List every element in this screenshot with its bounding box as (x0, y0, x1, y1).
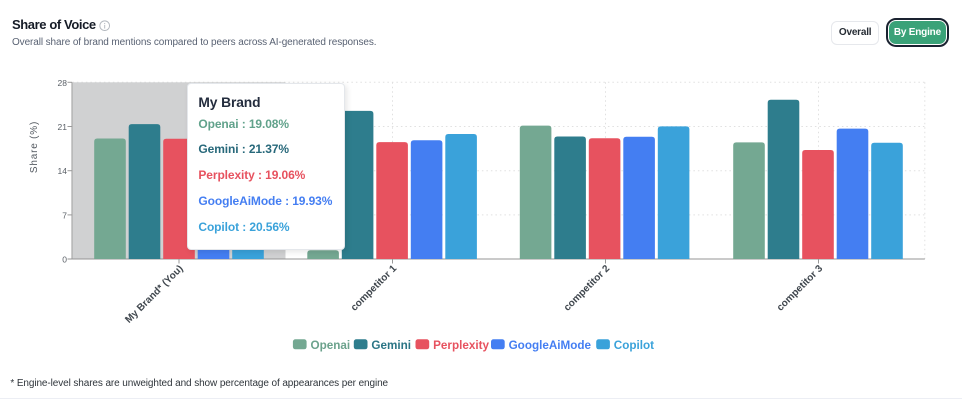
svg-text:Openai: Openai (311, 339, 351, 352)
svg-text:28: 28 (58, 78, 68, 88)
svg-text:competitor 2: competitor 2 (562, 263, 613, 314)
svg-text:0: 0 (62, 254, 67, 264)
svg-text:14: 14 (58, 166, 68, 176)
svg-text:Perplexity: Perplexity (433, 339, 489, 352)
svg-text:competitor 1: competitor 1 (349, 263, 400, 314)
svg-text:Share (%): Share (%) (29, 121, 40, 173)
svg-text:My Brand* (You): My Brand* (You) (123, 263, 185, 325)
svg-text:7: 7 (62, 210, 67, 220)
svg-text:Gemini: Gemini (371, 339, 411, 352)
svg-text:21: 21 (58, 122, 68, 132)
svg-text:competitor 3: competitor 3 (775, 263, 826, 314)
svg-text:Copilot: Copilot (614, 339, 654, 352)
svg-text:GoogleAiMode: GoogleAiMode (509, 339, 592, 352)
